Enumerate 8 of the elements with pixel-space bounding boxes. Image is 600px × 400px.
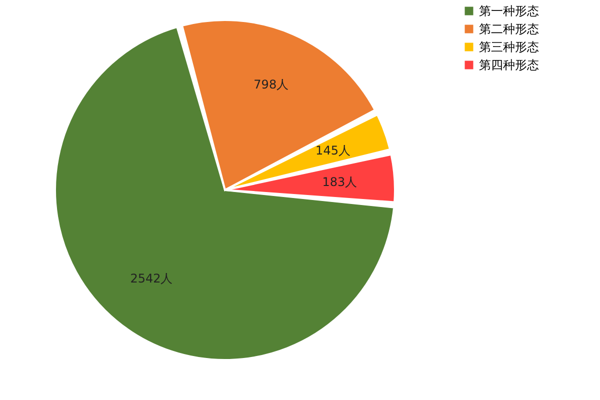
data-label: 2542人 <box>130 271 173 286</box>
legend-label: 第二种形态 <box>479 22 539 36</box>
data-label: 798人 <box>254 78 289 92</box>
legend-label: 第四种形态 <box>479 58 539 72</box>
data-label: 145人 <box>316 144 350 158</box>
legend-label: 第一种形态 <box>479 4 539 18</box>
data-label: 183人 <box>322 175 358 190</box>
legend-label: 第三种形态 <box>479 40 539 54</box>
